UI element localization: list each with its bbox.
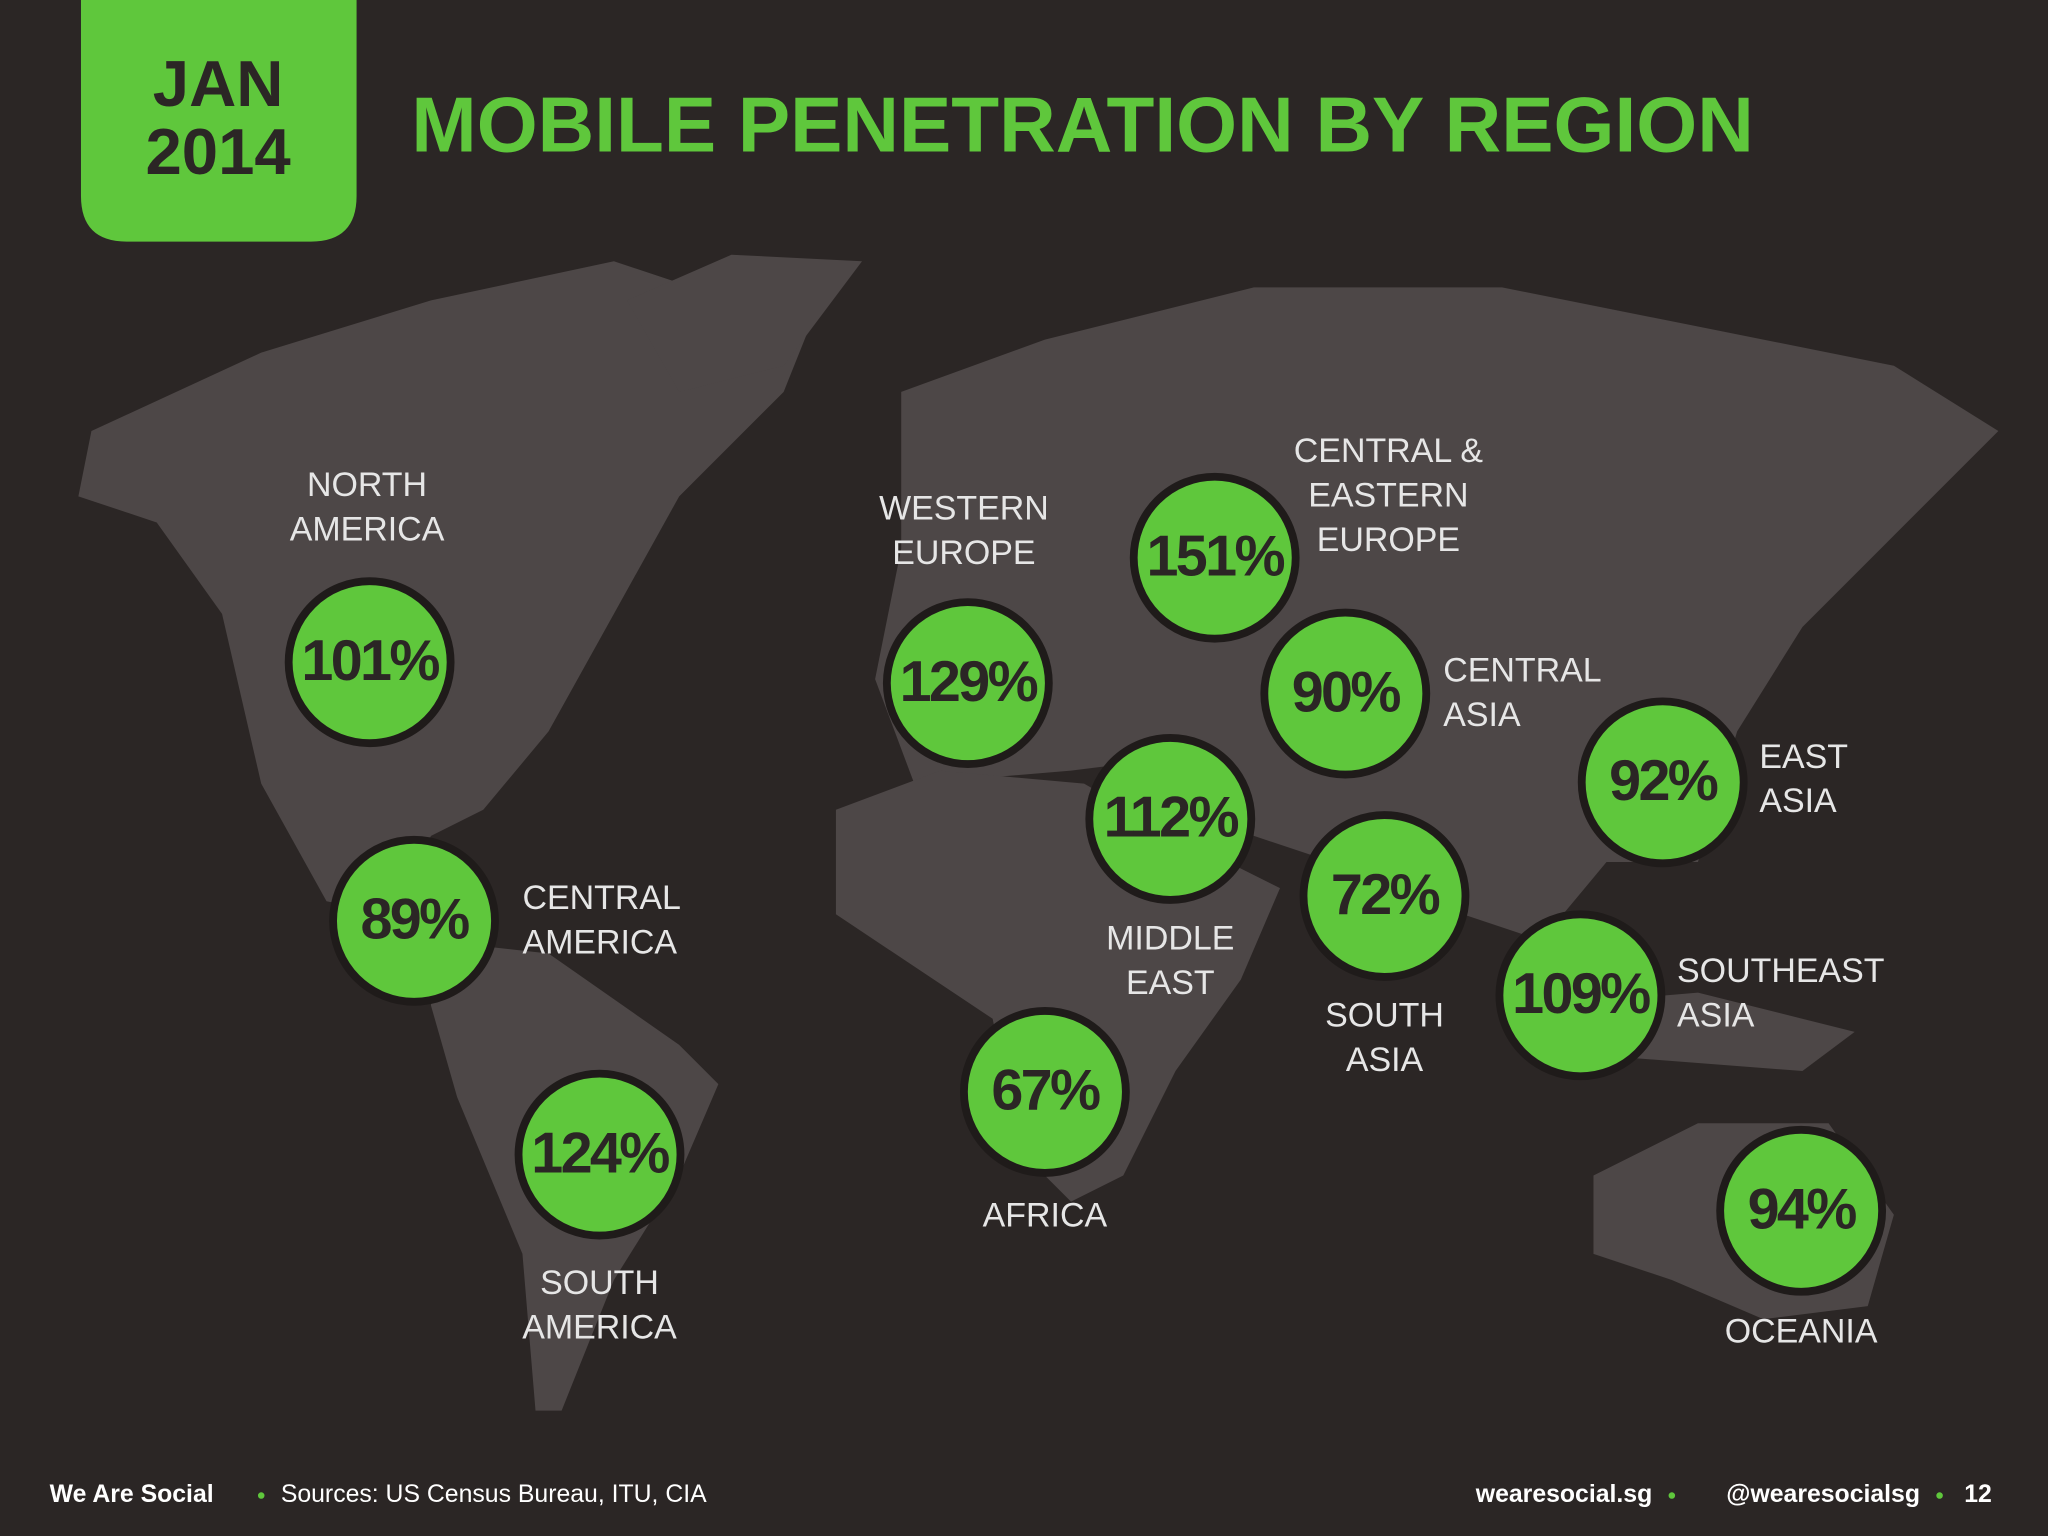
date-month: JAN: [153, 47, 284, 120]
region-bubble: [1260, 608, 1431, 779]
region-value: 94%: [1748, 1178, 1857, 1242]
region-bubble: [882, 598, 1053, 768]
region-value: 109%: [1512, 962, 1650, 1026]
region-value: 72%: [1331, 863, 1440, 927]
region-name: NORTH: [307, 466, 427, 504]
separator: [1936, 1492, 1943, 1499]
region-name: CENTRAL: [1443, 652, 1601, 690]
separator: [257, 1492, 265, 1499]
region-name: EASTERN: [1308, 477, 1468, 515]
title: MOBILE PENETRATION BY REGION: [411, 80, 1753, 168]
region-bubble: [1495, 910, 1666, 1081]
page-number: 12: [1964, 1481, 1992, 1508]
region-name: ASIA: [1346, 1041, 1424, 1079]
sources: Sources: US Census Bureau, ITU, CIA: [281, 1481, 707, 1508]
region-value: 90%: [1292, 660, 1401, 724]
region-bubble: [960, 1007, 1130, 1177]
region-bubble: [1716, 1125, 1887, 1296]
date-tab: [80, 0, 357, 242]
region-value: 129%: [900, 650, 1038, 714]
region-name: EAST: [1759, 738, 1848, 776]
region-name: AFRICA: [983, 1196, 1108, 1234]
region-name: ASIA: [1677, 996, 1755, 1034]
region-name: SOUTH: [540, 1264, 659, 1302]
handle: @wearesocialsg: [1726, 1481, 1920, 1508]
region-name: EAST: [1126, 964, 1215, 1002]
region-bubble: [284, 577, 455, 748]
region-name: EUROPE: [892, 534, 1035, 572]
region-bubble: [1299, 811, 1470, 981]
region-name: CENTRAL: [522, 879, 680, 917]
region-bubble: [329, 835, 499, 1006]
date-year: 2014: [145, 115, 290, 188]
region-value: 89%: [360, 888, 469, 952]
region-name: ASIA: [1759, 782, 1837, 820]
region-bubble: [1085, 734, 1256, 904]
region-name: WESTERN: [879, 490, 1049, 528]
region-name: OCEANIA: [1725, 1313, 1878, 1351]
region-value: 67%: [991, 1059, 1100, 1123]
region-bubble: [1129, 472, 1300, 643]
region-name: SOUTH: [1325, 996, 1444, 1034]
region-value: 92%: [1609, 749, 1718, 813]
region-value: 112%: [1104, 786, 1239, 850]
region-name: AMERICA: [522, 923, 677, 961]
region-name: EUROPE: [1317, 521, 1460, 559]
region-name: SOUTHEAST: [1677, 952, 1884, 990]
region-value: 151%: [1146, 524, 1284, 588]
region-name: AMERICA: [522, 1309, 677, 1347]
separator: [1668, 1492, 1676, 1499]
region-value: 101%: [301, 629, 439, 693]
region-name: CENTRAL &: [1294, 432, 1484, 470]
region-value: 124%: [531, 1121, 669, 1185]
website: wearesocial.sg: [1475, 1481, 1652, 1508]
region-name: MIDDLE: [1106, 919, 1234, 957]
region-bubble: [514, 1069, 685, 1240]
brand: We Are Social: [50, 1481, 214, 1508]
region-name: AMERICA: [290, 511, 445, 549]
region-bubble: [1577, 697, 1748, 868]
region-name: ASIA: [1443, 696, 1521, 734]
